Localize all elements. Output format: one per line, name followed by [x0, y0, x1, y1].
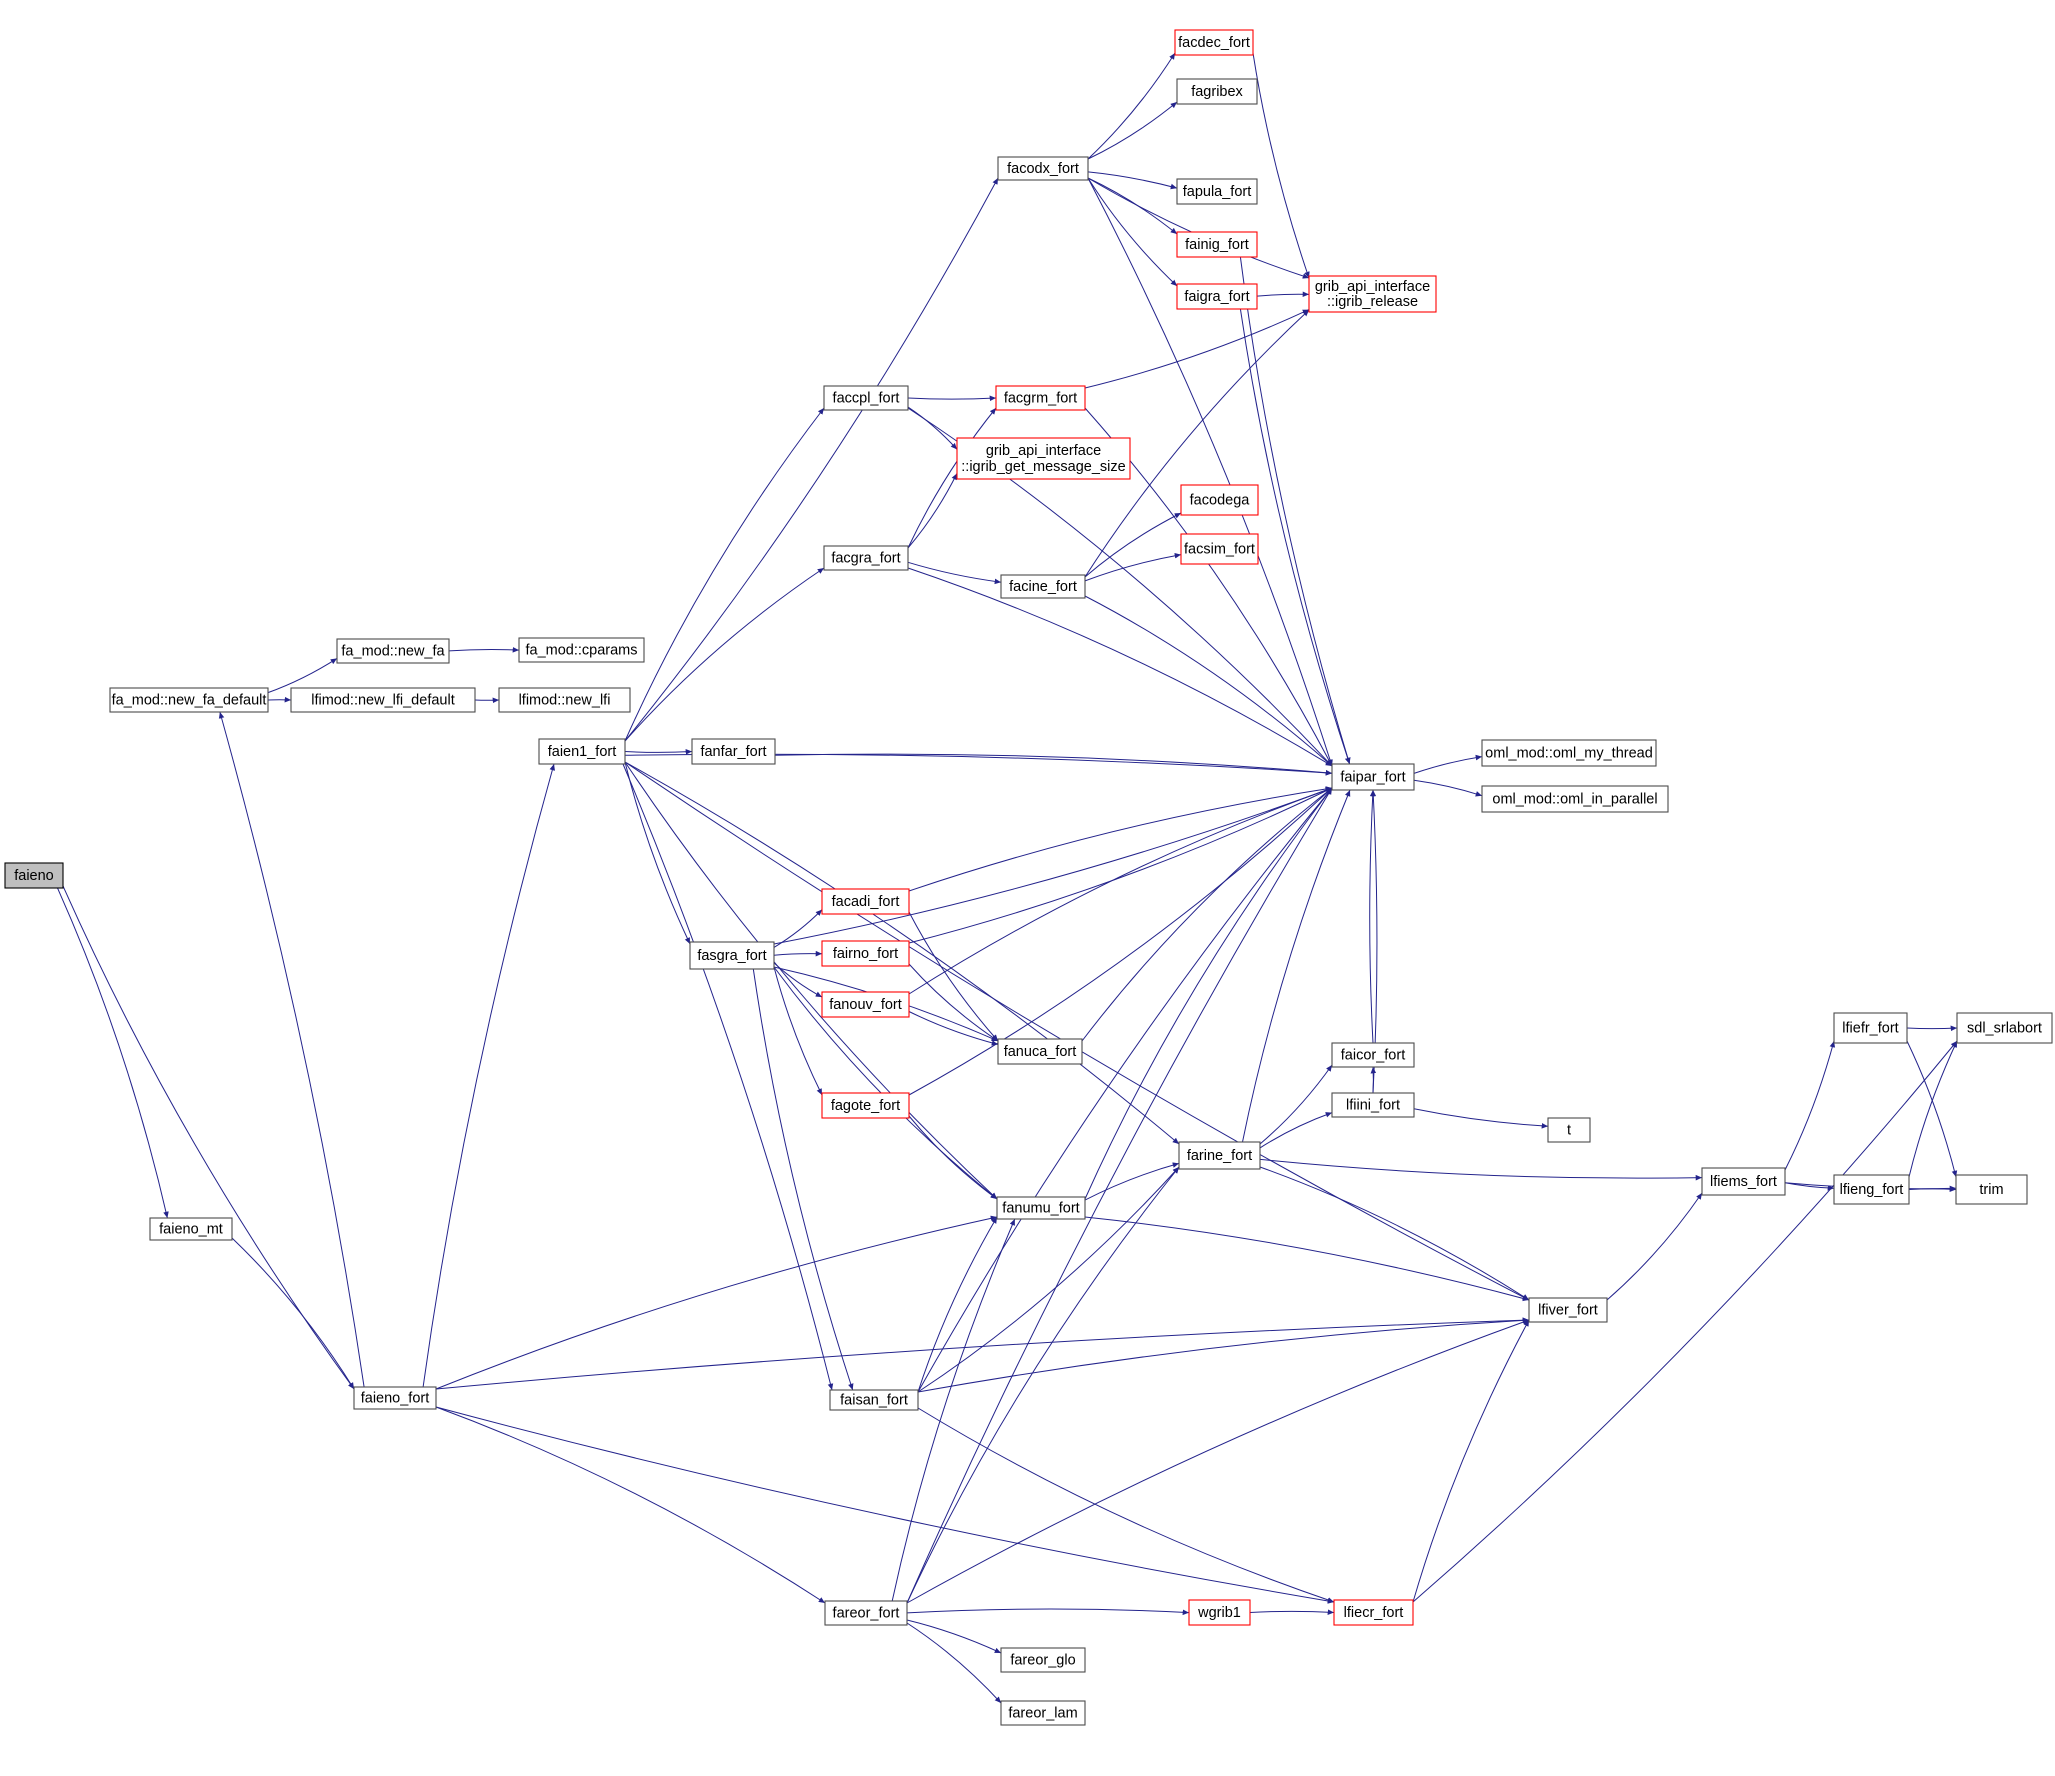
svg-text:fanumu_fort: fanumu_fort: [1002, 1201, 1079, 1217]
svg-text:fainig_fort: fainig_fort: [1185, 237, 1249, 253]
svg-text:facodx_fort: facodx_fort: [1007, 161, 1079, 177]
svg-text:fareor_glo: fareor_glo: [1010, 1653, 1075, 1669]
svg-text:fanuca_fort: fanuca_fort: [1004, 1044, 1077, 1060]
svg-text:lfiems_fort: lfiems_fort: [1710, 1174, 1777, 1190]
svg-text:sdl_srlabort: sdl_srlabort: [1967, 1021, 2042, 1037]
svg-text:fagribex: fagribex: [1191, 84, 1243, 100]
svg-text:facdec_fort: facdec_fort: [1178, 35, 1250, 51]
svg-text:faieno: faieno: [14, 868, 54, 884]
svg-text:facadi_fort: facadi_fort: [832, 894, 900, 910]
svg-text:faigra_fort: faigra_fort: [1184, 289, 1249, 305]
svg-text:fa_mod::new_fa_default: fa_mod::new_fa_default: [112, 693, 267, 709]
svg-text:faieno_fort: faieno_fort: [361, 1391, 430, 1407]
svg-text:fa_mod::cparams: fa_mod::cparams: [525, 643, 637, 659]
svg-text:oml_mod::oml_in_parallel: oml_mod::oml_in_parallel: [1492, 792, 1657, 808]
svg-text:fagote_fort: fagote_fort: [831, 1098, 900, 1114]
svg-text:facodega: facodega: [1190, 493, 1251, 509]
svg-text:t: t: [1567, 1123, 1571, 1139]
svg-text:grib_api_interface: grib_api_interface: [1315, 279, 1430, 295]
svg-text:lfimod::new_lfi_default: lfimod::new_lfi_default: [311, 693, 454, 709]
svg-text:oml_mod::oml_my_thread: oml_mod::oml_my_thread: [1485, 746, 1653, 762]
svg-text:lfiecr_fort: lfiecr_fort: [1344, 1605, 1404, 1621]
svg-text:faipar_fort: faipar_fort: [1340, 770, 1405, 786]
svg-text:faisan_fort: faisan_fort: [840, 1393, 908, 1409]
svg-text:fanfar_fort: fanfar_fort: [700, 744, 766, 760]
svg-text:lfimod::new_lfi: lfimod::new_lfi: [519, 693, 611, 709]
svg-text:faicor_fort: faicor_fort: [1341, 1048, 1405, 1064]
svg-text:faccpl_fort: faccpl_fort: [833, 391, 900, 407]
svg-text:wgrib1: wgrib1: [1197, 1605, 1241, 1621]
svg-text:fanouv_fort: fanouv_fort: [829, 997, 902, 1013]
svg-text:facgra_fort: facgra_fort: [831, 551, 900, 567]
svg-text:::igrib_release: ::igrib_release: [1327, 294, 1418, 310]
svg-text:fapula_fort: fapula_fort: [1183, 184, 1252, 200]
svg-text:trim: trim: [1979, 1182, 2003, 1198]
svg-text:fairno_fort: fairno_fort: [833, 946, 898, 962]
svg-text:lfiver_fort: lfiver_fort: [1538, 1303, 1598, 1319]
svg-text:lfiefr_fort: lfiefr_fort: [1842, 1021, 1898, 1037]
svg-text:faien1_fort: faien1_fort: [548, 744, 617, 760]
svg-text:faieno_mt: faieno_mt: [159, 1222, 223, 1238]
svg-text:facsim_fort: facsim_fort: [1184, 542, 1255, 558]
svg-text:farine_fort: farine_fort: [1187, 1148, 1252, 1164]
svg-text:::igrib_get_message_size: ::igrib_get_message_size: [961, 459, 1125, 475]
svg-text:lfieng_fort: lfieng_fort: [1840, 1182, 1904, 1198]
svg-text:facine_fort: facine_fort: [1009, 579, 1077, 595]
svg-text:fareor_fort: fareor_fort: [833, 1606, 900, 1622]
svg-text:facgrm_fort: facgrm_fort: [1004, 391, 1077, 407]
svg-text:grib_api_interface: grib_api_interface: [986, 443, 1101, 459]
svg-text:fareor_lam: fareor_lam: [1008, 1706, 1077, 1722]
svg-text:fasgra_fort: fasgra_fort: [697, 948, 766, 964]
svg-text:fa_mod::new_fa: fa_mod::new_fa: [341, 644, 445, 660]
svg-text:lfiini_fort: lfiini_fort: [1346, 1098, 1400, 1114]
